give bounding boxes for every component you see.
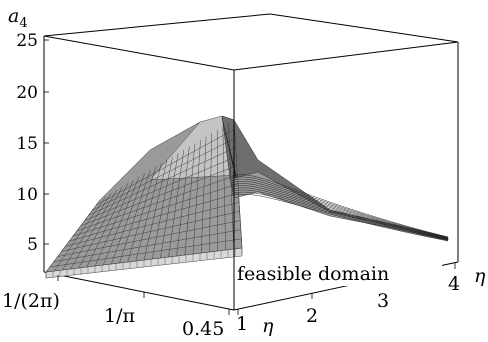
- tail-curve: [231, 187, 449, 240]
- z-tick-label: 5: [27, 235, 38, 255]
- mesh-line: [72, 183, 239, 237]
- x-tick-label: 3: [377, 290, 389, 312]
- mesh-line: [88, 147, 236, 216]
- z-tick-label: 25: [16, 31, 38, 51]
- z-tick-label: 10: [16, 185, 38, 205]
- z-tick-label: 15: [16, 134, 38, 154]
- mesh-line: [53, 229, 241, 262]
- x-tick-label: 1: [236, 313, 248, 335]
- mesh-line: [76, 174, 238, 232]
- feasible-domain-backdrop: [236, 262, 442, 286]
- y-tick-label: 1/(2π): [2, 290, 60, 312]
- tail-curve: [231, 189, 449, 241]
- y-tick-label: 1/π: [104, 305, 135, 327]
- x-axis: 1 2 3 4: [236, 263, 460, 335]
- surface: [45, 115, 449, 279]
- tail-curve: [231, 178, 449, 239]
- mesh-line: [84, 156, 237, 221]
- tail-curve: [231, 176, 449, 238]
- tail-curve: [231, 183, 449, 240]
- mesh-line: [57, 220, 241, 257]
- mesh-line: [61, 211, 240, 252]
- ridge-line: [234, 172, 237, 179]
- z-axis-label: a4: [8, 5, 28, 31]
- x-tick-label: 2: [306, 305, 318, 327]
- tail-curve: [231, 185, 449, 240]
- tail-curve: [231, 191, 449, 241]
- x-tick-label: 4: [448, 273, 460, 295]
- mesh-line: [80, 165, 237, 226]
- mesh-lines: [45, 117, 449, 279]
- mesh-line: [49, 238, 242, 268]
- z-axis: 5 10 15 20 25: [16, 31, 49, 255]
- z-tick-label: 20: [16, 83, 38, 103]
- mesh-line: [69, 192, 239, 242]
- tail-curve: [231, 181, 449, 239]
- tail-curve: [231, 194, 449, 242]
- mesh-line: [96, 128, 235, 206]
- y-axis: 1/(2π) 1/π 0.45: [2, 275, 230, 340]
- tail-curve: [231, 174, 449, 238]
- feasible-domain-label: feasible domain: [237, 263, 389, 285]
- y-tick-label: 0.45: [182, 318, 224, 340]
- eta-label-right: η: [474, 265, 486, 287]
- mesh-line: [92, 138, 236, 211]
- eta-label-front: η: [262, 315, 274, 337]
- mesh-line: [65, 202, 240, 247]
- surface-tail-front: [233, 171, 449, 240]
